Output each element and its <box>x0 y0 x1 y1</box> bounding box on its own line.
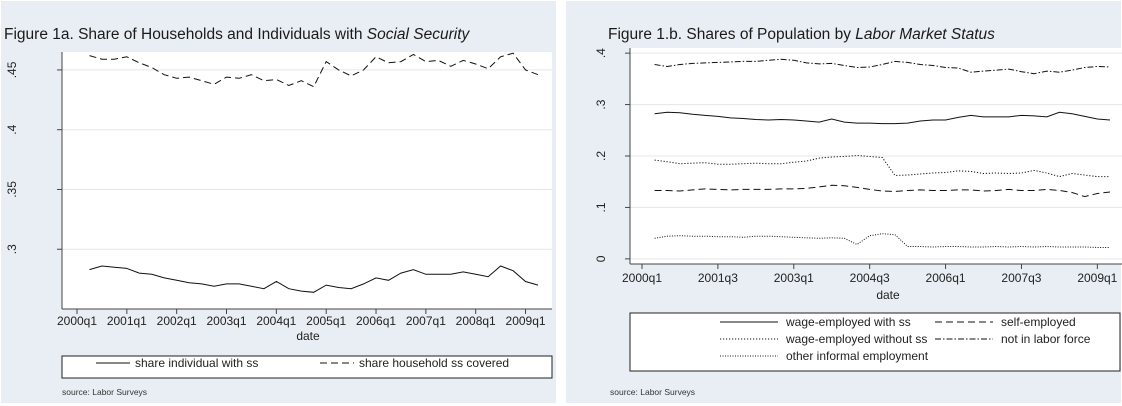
chart-1b-x-axis: 2000q1 2001q3 2003q1 2004q3 2006q1 2007q3 2009… <box>622 263 1122 285</box>
x-tick-label: 2003q1 <box>206 314 246 328</box>
y-tick-label: .2 <box>594 151 608 161</box>
x-tick-label: 2004q1 <box>256 314 296 328</box>
x-tick-label: 2009q1 <box>1077 271 1117 285</box>
series-line-4 <box>654 58 1111 75</box>
chart-1a: Figure 1a. Share of Households and Indiv… <box>1 1 556 403</box>
chart-1a-y-axis: .3 .35 .4 .45 <box>5 52 63 309</box>
x-tick-label: 2006q1 <box>356 314 396 328</box>
x-tick-label: 2000q1 <box>57 314 97 328</box>
x-tick-label: 2001q3 <box>698 271 738 285</box>
legend-label: self-employed <box>1001 315 1076 329</box>
legend-label: share household ss covered <box>359 356 509 370</box>
x-tick-label: 2000q1 <box>622 271 662 285</box>
legend-label: share individual with ss <box>135 356 258 370</box>
legend-label: not in labor force <box>1001 332 1091 346</box>
chart-1b: Figure 1.b. Shares of Population by Labo… <box>566 1 1122 403</box>
legend-label: wage-employed without ss <box>785 332 927 346</box>
x-tick-label: 2007q3 <box>1001 271 1041 285</box>
chart-1b-series <box>654 58 1111 248</box>
series-line-1 <box>654 111 1111 125</box>
x-tick-label: 2004q3 <box>850 271 890 285</box>
y-tick-label: .4 <box>594 48 608 58</box>
chart-1b-xlabel: date <box>876 288 900 302</box>
x-tick-label: 2005q1 <box>306 314 346 328</box>
x-tick-label: 2003q1 <box>774 271 814 285</box>
x-tick-label: 2006q1 <box>926 271 966 285</box>
y-tick-label: .3 <box>5 244 19 254</box>
y-tick-label: .3 <box>594 99 608 109</box>
chart-1b-y-axis: 0 .1 .2 .3 .4 <box>594 48 631 264</box>
y-tick-label: .45 <box>5 61 19 78</box>
legend-label: other informal employment <box>786 349 929 363</box>
x-tick-label: 2007q1 <box>406 314 446 328</box>
series-line-2 <box>89 52 539 88</box>
chart-1b-gridlines <box>630 52 1122 260</box>
chart-1a-plot-area <box>62 52 552 309</box>
chart-1b-legend-items: wage-employed with ss self-employed wage-e… <box>720 315 1091 363</box>
series-line-1 <box>89 265 539 293</box>
y-tick-label: 0 <box>594 255 608 262</box>
chart-1a-source: source: Labor Surveys <box>62 387 147 397</box>
series-line-2 <box>654 184 1111 198</box>
series-line-3 <box>654 154 1110 178</box>
x-tick-label: 2002q1 <box>157 314 197 328</box>
chart-1a-gridlines <box>62 69 552 250</box>
chart-1a-series <box>89 52 539 293</box>
chart-1b-title: Figure 1.b. Shares of Population by Labo… <box>608 26 995 43</box>
x-tick-label: 2009q1 <box>506 314 546 328</box>
chart-1a-x-axis: 2000q1 2001q1 2002q1 2003q1 2004q1 2005q1 2006… <box>57 308 552 328</box>
chart-1a-title: Figure 1a. Share of Households and Indiv… <box>4 26 471 43</box>
chart-1b-source: source: Labor Surveys <box>610 387 695 397</box>
chart-1a-legend-items: share individual with ss share household … <box>96 356 509 370</box>
x-tick-label: 2008q1 <box>456 314 496 328</box>
y-tick-label: .35 <box>5 181 19 198</box>
legend-label: wage-employed with ss <box>785 315 911 329</box>
y-tick-label: .1 <box>594 202 608 212</box>
chart-1b-legend <box>629 312 1121 372</box>
chart-1a-xlabel: date <box>296 329 320 343</box>
y-tick-label: .4 <box>5 124 19 134</box>
chart-1a-legend <box>61 355 553 379</box>
x-tick-label: 2001q1 <box>107 314 147 328</box>
